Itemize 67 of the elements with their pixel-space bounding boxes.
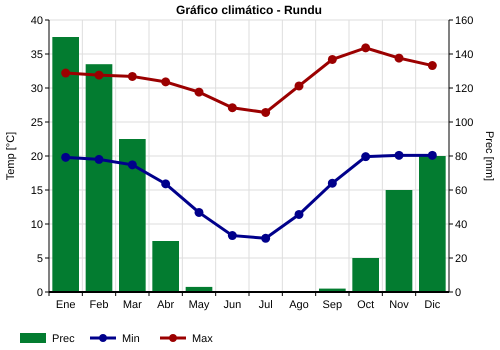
y-tick-label: 15: [30, 184, 43, 197]
x-tick-label: Feb: [90, 299, 108, 311]
x-tick-label: Ago: [289, 299, 309, 311]
y2-tick-label: 0: [455, 286, 462, 299]
x-tick-label: Jun: [223, 299, 242, 311]
bar: [419, 156, 446, 292]
y-tick-label: 5: [36, 252, 43, 265]
y2-tick-label: 60: [455, 184, 468, 197]
point: [228, 103, 237, 112]
legend-label: Min: [122, 332, 140, 345]
x-tick-label: Sep: [322, 299, 342, 311]
y-tick-label: 20: [30, 150, 43, 163]
x-tick-label: Ene: [56, 299, 76, 311]
point: [394, 150, 404, 160]
x-tick-label: Abr: [157, 299, 175, 311]
point: [261, 108, 270, 117]
x-tick-label: Nov: [389, 299, 410, 311]
bar: [152, 241, 179, 292]
x-tick-label: Mar: [122, 299, 142, 311]
bar: [386, 190, 412, 292]
point: [61, 68, 70, 78]
point: [94, 154, 104, 164]
y-tick-label: 0: [36, 286, 43, 299]
y-tick-label: 30: [30, 82, 43, 95]
bar: [119, 139, 146, 292]
point: [61, 152, 70, 162]
bar: [86, 64, 112, 292]
point: [328, 178, 337, 188]
x-tick-label: Jul: [258, 299, 273, 311]
point: [228, 231, 237, 240]
point: [128, 72, 137, 81]
x-tick-label: Oct: [357, 299, 374, 311]
point: [194, 88, 204, 97]
y-tick-label: 35: [30, 48, 43, 61]
point: [394, 54, 404, 63]
point: [428, 150, 437, 160]
point: [94, 70, 104, 80]
point: [128, 160, 137, 170]
point: [428, 61, 437, 70]
y-tick-label: 10: [30, 218, 43, 231]
bar: [352, 258, 379, 292]
bar: [52, 37, 79, 292]
legend-label: Max: [192, 332, 214, 345]
y-axis-title: Temp [°C]: [5, 132, 17, 180]
point: [328, 54, 337, 64]
y2-tick-label: 40: [455, 218, 468, 231]
y2-tick-label: 120: [455, 82, 474, 95]
point: [194, 208, 204, 217]
point: [294, 210, 304, 219]
y2-tick-label: 160: [455, 14, 474, 27]
y-tick-label: 25: [30, 116, 43, 129]
y-tick-label: 40: [30, 14, 43, 27]
y2-tick-label: 100: [455, 116, 474, 129]
y2-tick-label: 80: [455, 150, 468, 163]
x-tick-label: May: [188, 299, 210, 311]
x-tick-label: Dic: [424, 299, 441, 311]
point: [294, 81, 304, 90]
y2-tick-label: 20: [455, 252, 468, 265]
point: [361, 152, 370, 162]
y2-axis-title: Prec [mm]: [483, 130, 495, 182]
point: [261, 234, 270, 243]
point: [361, 43, 370, 52]
point: [161, 179, 170, 188]
y2-tick-label: 140: [455, 48, 474, 61]
chart-title: Gráfico climático - Rundu: [176, 3, 322, 17]
point: [161, 77, 170, 86]
legend-label: Prec: [52, 332, 76, 345]
